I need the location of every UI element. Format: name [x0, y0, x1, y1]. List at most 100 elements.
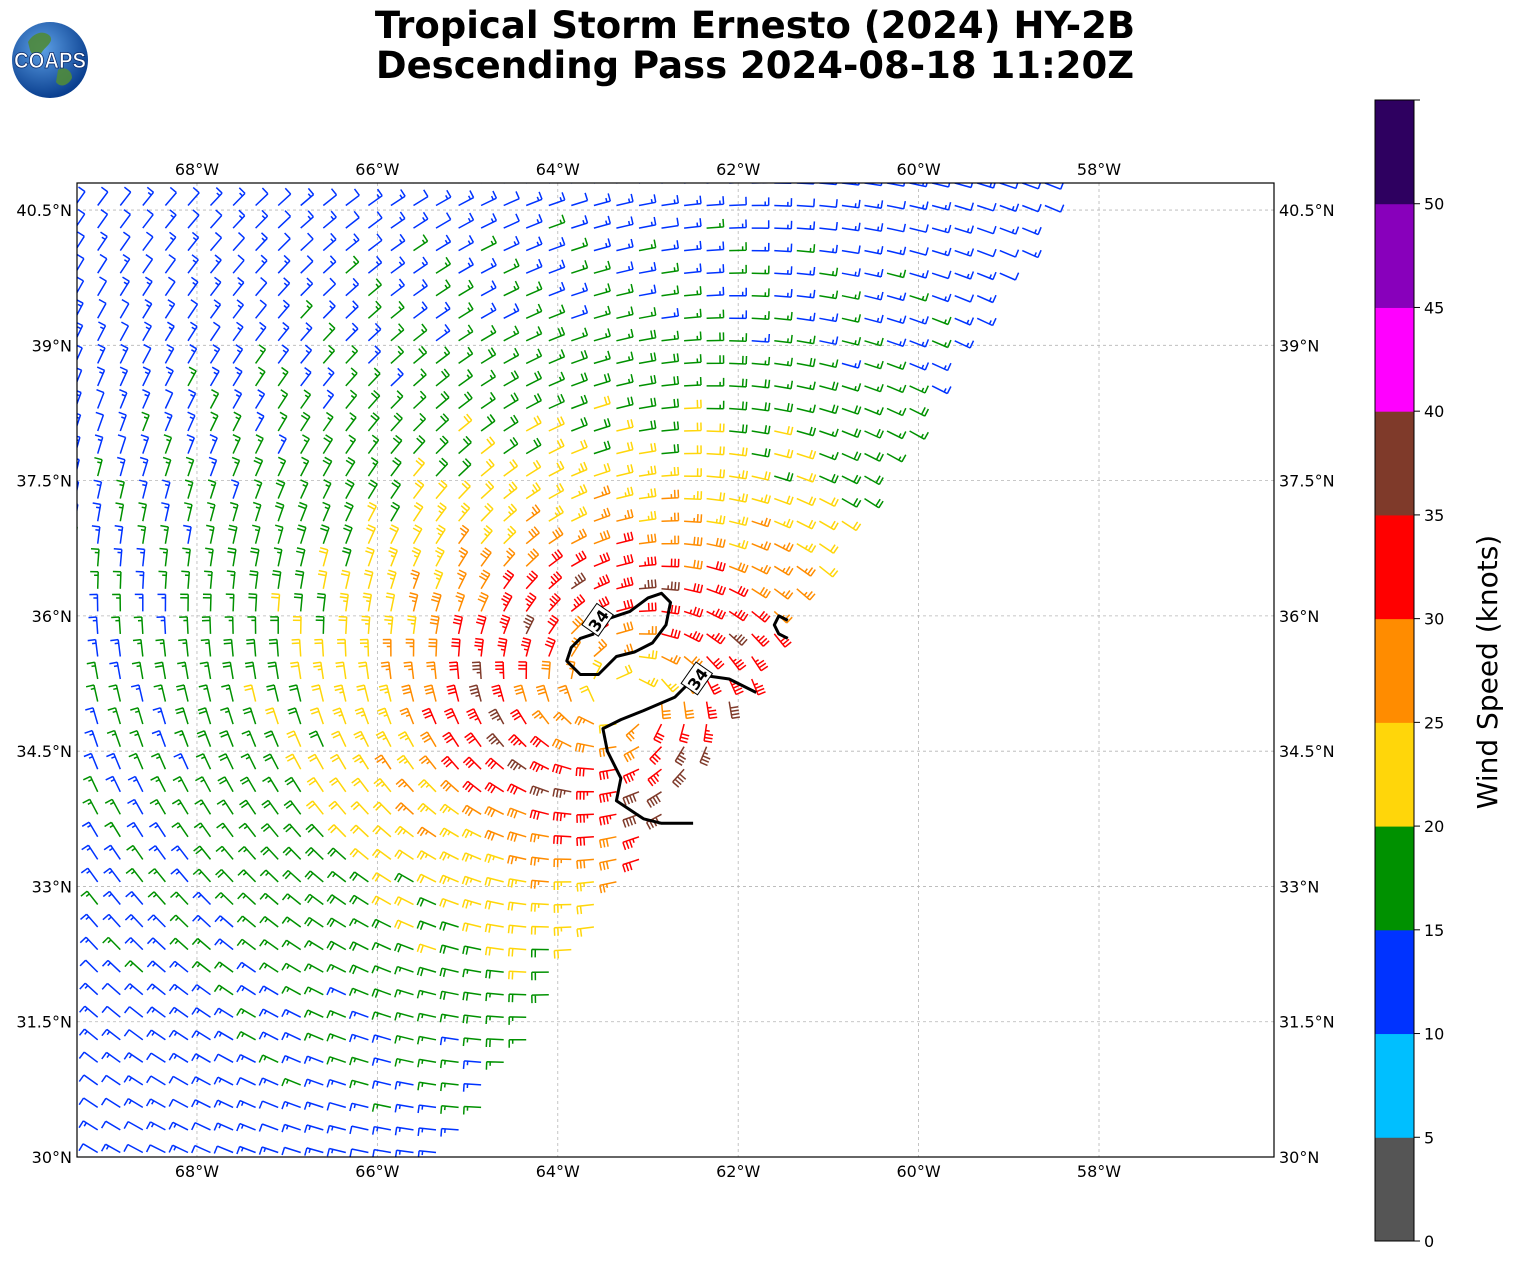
wind-barb [593, 215, 612, 229]
wind-barb [616, 283, 634, 297]
wind-barb [77, 276, 85, 295]
wind-barb [286, 730, 302, 747]
wind-barb [574, 742, 595, 753]
wind-barb [413, 189, 429, 207]
wind-barb [525, 370, 543, 387]
wind-barb [215, 868, 234, 883]
wind-barb [371, 918, 392, 929]
wind-barb [864, 452, 884, 462]
wind-barb [616, 351, 634, 365]
wind-barb [841, 222, 861, 232]
wind-barb [622, 836, 640, 851]
lon-tick-label-bottom: 68°W [175, 1162, 219, 1181]
colorbar-bin [1375, 722, 1414, 827]
wind-barb [258, 985, 279, 996]
wind-barb [683, 559, 703, 570]
wind-barb [148, 868, 166, 883]
wind-barb [277, 456, 287, 477]
wind-barb [146, 960, 166, 973]
wind-barb [259, 892, 279, 906]
wind-barb [350, 801, 369, 815]
wind-barb [142, 209, 154, 229]
wind-barb [236, 1077, 256, 1086]
wind-barb [361, 615, 371, 634]
wind-barb [258, 1077, 279, 1086]
wind-barb [390, 278, 405, 297]
wind-barb [461, 804, 482, 817]
wind-barb [553, 835, 572, 845]
wind-barb [796, 543, 817, 554]
wind-barb [228, 524, 238, 544]
wind-barb [120, 183, 122, 184]
wind-barb [661, 655, 681, 665]
wind-barb [886, 183, 906, 187]
wind-barb [841, 383, 862, 392]
wind-barb [168, 1144, 189, 1154]
wind-barb [503, 481, 518, 500]
wind-barb [774, 334, 793, 344]
wind-barb [484, 900, 504, 910]
colorbar-bin [1375, 929, 1414, 1035]
wind-barb [478, 569, 491, 590]
wind-barb [416, 989, 437, 999]
lat-tick-label-left: 34.5°N [16, 742, 72, 761]
wind-barb [553, 903, 572, 913]
wind-barb [394, 1034, 414, 1044]
wind-barb [592, 659, 603, 680]
wind-barb [277, 299, 290, 319]
wind-barb [192, 914, 212, 928]
wind-barb [728, 701, 741, 720]
wind-barb [449, 661, 460, 680]
wind-barb [548, 592, 561, 612]
wind-barb [728, 562, 749, 574]
wind-barb [367, 367, 381, 387]
wind-barb [119, 343, 129, 364]
wind-barb [976, 225, 997, 235]
wind-barb [684, 195, 702, 207]
wind-barb [523, 614, 535, 635]
wind-barb [428, 638, 438, 657]
wind-barb [390, 256, 406, 274]
wind-barb [191, 1076, 211, 1086]
wind-barb [458, 391, 473, 410]
wind-barb [254, 366, 266, 387]
colorbar-tick-label: 35 [1424, 506, 1444, 525]
wind-barb [329, 753, 347, 770]
wind-barb [819, 244, 838, 254]
wind-barb [491, 684, 505, 702]
wind-barb [571, 417, 588, 432]
wind-barb [598, 813, 617, 826]
wind-barb [300, 232, 314, 252]
wind-barb [274, 501, 285, 522]
wind-barb [841, 245, 861, 255]
wind-barb [864, 268, 884, 278]
wind-barb [421, 707, 437, 725]
wind-barb [372, 801, 392, 815]
wind-barb [976, 271, 997, 281]
logo-text: COAPS [14, 48, 86, 73]
wind-barb [168, 1098, 189, 1109]
wind-barb [480, 436, 496, 455]
lat-tick-label-right: 40.5°N [1279, 201, 1335, 220]
wind-barb [146, 1052, 166, 1063]
wind-barb [351, 777, 369, 793]
wind-barb [100, 1120, 121, 1131]
wind-barb [377, 707, 392, 725]
wind-barb [439, 1036, 459, 1046]
wind-barb [229, 501, 239, 522]
wind-barb [548, 393, 565, 410]
wind-barb [622, 858, 640, 873]
wind-barb [841, 474, 862, 485]
lat-tick-label-right: 30°N [1279, 1148, 1319, 1167]
wind-barb [80, 913, 99, 928]
wind-barb [774, 243, 793, 253]
wind-barb [271, 593, 281, 612]
wind-barb [646, 791, 662, 808]
wind-barb [133, 616, 144, 634]
wind-barb [751, 311, 770, 320]
wind-barb [399, 707, 415, 725]
wind-barb [796, 565, 816, 577]
wind-barb [999, 249, 1020, 258]
wind-barb [116, 479, 125, 499]
wind-barb [390, 501, 401, 522]
